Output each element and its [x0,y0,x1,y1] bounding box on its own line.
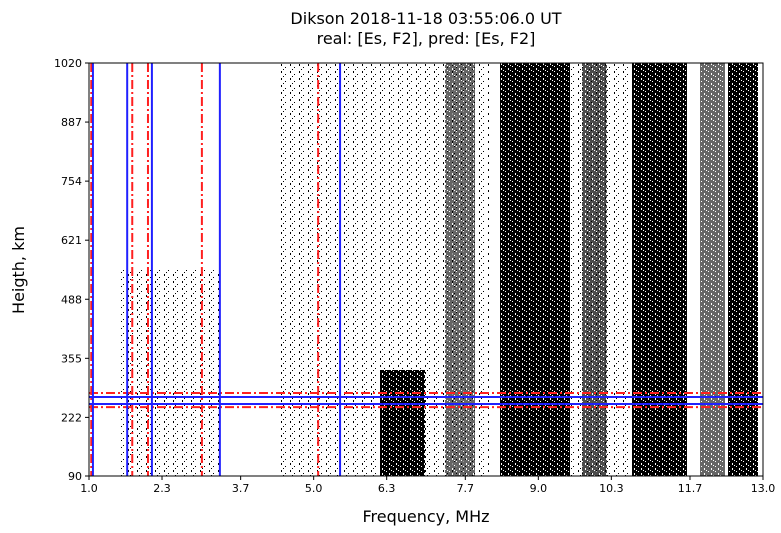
y-tick-label: 222 [61,411,82,424]
y-tick-label: 754 [61,175,82,188]
y-tick-label: 621 [61,234,82,247]
x-tick-label: 11.7 [678,482,703,495]
chart-title: Dikson 2018-11-18 03:55:06.0 UT [290,9,561,28]
y-tick-label: 488 [61,293,82,306]
y-tick-label: 887 [61,116,82,129]
x-tick-label: 7.7 [457,482,475,495]
chart-subtitle: real: [Es, F2], pred: [Es, F2] [317,29,536,48]
x-tick-label: 10.3 [599,482,624,495]
x-tick-label: 3.7 [232,482,250,495]
x-tick-label: 2.3 [153,482,171,495]
background-texture [120,63,758,476]
x-tick-label: 6.3 [378,482,396,495]
y-tick-label: 90 [68,470,82,483]
x-tick-label: 9.0 [530,482,548,495]
x-tick-label: 5.0 [305,482,323,495]
x-tick-label: 1.0 [80,482,98,495]
y-tick-label: 1020 [54,57,82,70]
x-tick-label: 13.0 [751,482,776,495]
plot-frame [88,62,764,477]
y-tick-label: 355 [61,352,82,365]
y-axis-label: Heigth, km [9,226,28,314]
x-axis-label: Frequency, MHz [362,507,489,526]
